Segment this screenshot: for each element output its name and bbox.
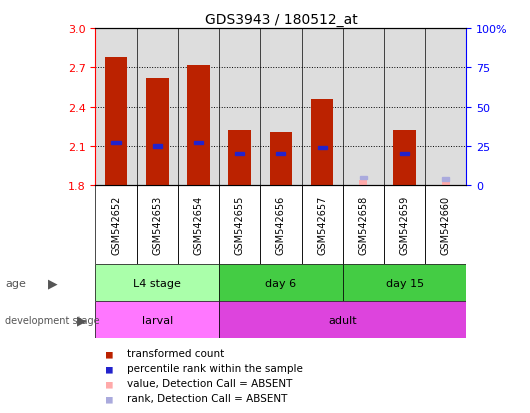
Bar [343, 264, 466, 301]
Bar [235, 153, 244, 156]
Bar [442, 178, 449, 181]
Bar [228, 131, 251, 186]
Title: GDS3943 / 180512_at: GDS3943 / 180512_at [205, 12, 357, 26]
Text: GSM542654: GSM542654 [193, 195, 204, 254]
Text: day 15: day 15 [385, 278, 423, 288]
Bar [95, 264, 219, 301]
Text: GSM542653: GSM542653 [152, 195, 162, 254]
Text: ■: ■ [106, 363, 113, 373]
Bar [400, 153, 409, 156]
Bar [219, 264, 343, 301]
Bar [219, 301, 466, 339]
Bar [146, 78, 169, 186]
Bar [317, 147, 326, 150]
Text: ■: ■ [106, 393, 113, 403]
Bar [270, 132, 292, 186]
Bar [187, 66, 210, 186]
Text: transformed count: transformed count [127, 349, 224, 358]
Text: development stage: development stage [5, 315, 100, 325]
Text: ■: ■ [106, 349, 113, 358]
Text: GSM542658: GSM542658 [358, 195, 368, 254]
Bar [111, 142, 120, 145]
Text: percentile rank within the sample: percentile rank within the sample [127, 363, 303, 373]
Bar [95, 301, 219, 339]
Text: GSM542660: GSM542660 [441, 195, 451, 254]
Text: day 6: day 6 [266, 278, 296, 288]
Bar [393, 131, 416, 186]
Text: larval: larval [142, 315, 173, 325]
Text: GSM542656: GSM542656 [276, 195, 286, 254]
Bar [104, 58, 127, 186]
Text: GSM542652: GSM542652 [111, 195, 121, 254]
Bar [442, 182, 450, 186]
Text: ■: ■ [106, 378, 113, 388]
Bar [153, 145, 162, 148]
Text: GSM542657: GSM542657 [317, 195, 327, 254]
Bar [359, 180, 367, 186]
Bar [194, 142, 203, 145]
Text: value, Detection Call = ABSENT: value, Detection Call = ABSENT [127, 378, 293, 388]
Text: adult: adult [329, 315, 357, 325]
Text: GSM542655: GSM542655 [235, 195, 245, 254]
Bar [360, 176, 367, 180]
Text: GSM542659: GSM542659 [400, 195, 410, 254]
Bar [276, 153, 286, 156]
Text: rank, Detection Call = ABSENT: rank, Detection Call = ABSENT [127, 393, 288, 403]
Text: ▶: ▶ [48, 276, 58, 290]
Bar [311, 100, 333, 186]
Text: ▶: ▶ [77, 313, 87, 327]
Text: L4 stage: L4 stage [134, 278, 181, 288]
Text: age: age [5, 278, 26, 288]
